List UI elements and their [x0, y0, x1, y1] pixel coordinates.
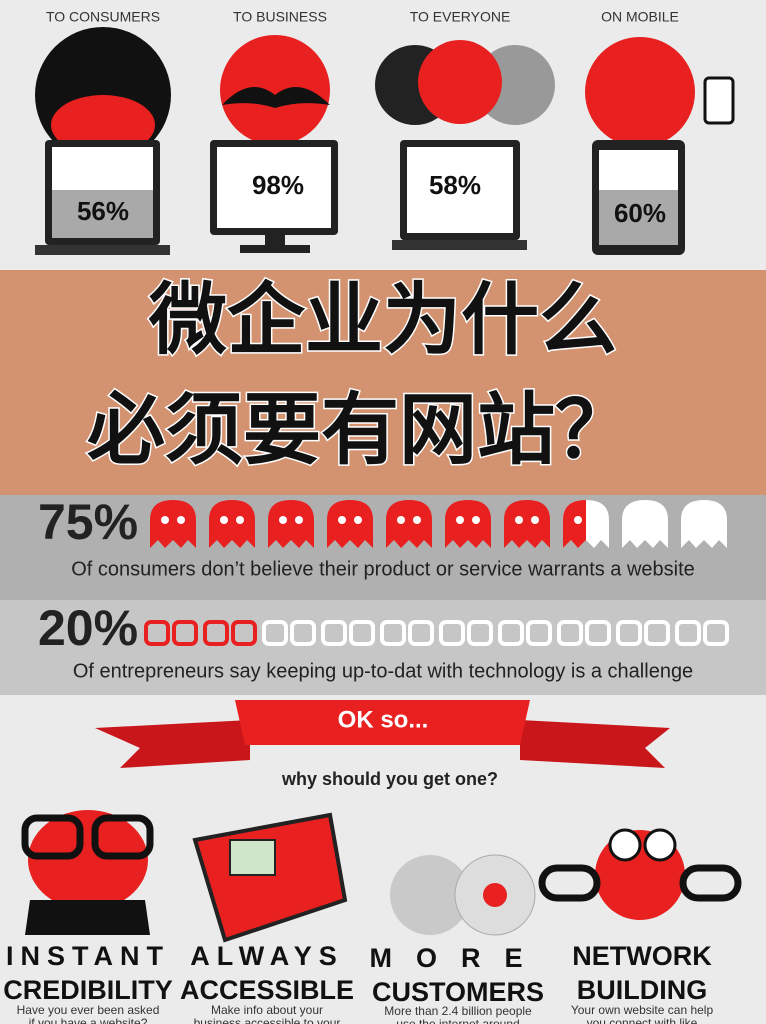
icon: [504, 500, 550, 548]
icon: [236, 516, 244, 524]
icon: [413, 516, 421, 524]
stat-value: 20%: [38, 600, 138, 656]
reason-title: ACCESSIBLE: [180, 975, 354, 1005]
reason-text: you connect with like: [587, 1016, 698, 1024]
icon: [703, 620, 729, 646]
icon: [321, 620, 347, 646]
icon: [467, 620, 493, 646]
stat-text: Of consumers don’t believe their product…: [71, 558, 695, 580]
icon: [498, 620, 524, 646]
stat-value: 75%: [38, 494, 138, 550]
icon: [295, 516, 303, 524]
reason-text: Make info about your: [211, 1003, 323, 1017]
banner-title: 微企业为什么: [148, 275, 617, 365]
icon: [279, 516, 287, 524]
reason-title: INSTANT: [6, 941, 170, 971]
icon: [268, 500, 314, 548]
percent: 58%: [429, 170, 481, 200]
icon: [445, 500, 491, 548]
label: TO BUSINESS: [233, 9, 327, 25]
icon: [526, 620, 552, 646]
icon: [380, 620, 406, 646]
ribbon: OK so...: [338, 706, 429, 733]
icon: [177, 516, 185, 524]
icon: [338, 516, 346, 524]
label: ON MOBILE: [601, 9, 679, 25]
percent: 60%: [614, 198, 666, 228]
icon: [161, 516, 169, 524]
icon: [262, 620, 288, 646]
reason-title: CUSTOMERS: [372, 977, 544, 1007]
label: TO CONSUMERS: [46, 9, 160, 25]
stats-bg: [0, 600, 766, 695]
label: TO EVERYONE: [410, 9, 511, 25]
icon: [354, 516, 362, 524]
icon: [681, 500, 727, 548]
icon: [150, 500, 196, 548]
icon: [172, 620, 198, 646]
icon: [203, 620, 229, 646]
percent: 56%: [77, 196, 129, 226]
icon: [439, 620, 465, 646]
banner: [0, 270, 766, 495]
reason-title: BUILDING: [577, 975, 708, 1005]
icon: [531, 516, 539, 524]
reason-text: Have you ever been asked: [17, 1003, 160, 1017]
reason-title: MORE: [370, 943, 547, 973]
icon: [349, 620, 375, 646]
icon: [290, 620, 316, 646]
banner-title: 必须要有网站？: [87, 385, 633, 475]
icon: [231, 620, 257, 646]
icon: [472, 516, 480, 524]
icon: [585, 620, 611, 646]
ribbon-shape: [95, 700, 670, 768]
reason-text: More than 2.4 billion people: [384, 1004, 532, 1018]
percent: 98%: [252, 170, 304, 200]
reason-text: business accessible to your: [194, 1016, 341, 1024]
icon: [397, 516, 405, 524]
icon: [622, 500, 668, 548]
icon: [456, 516, 464, 524]
icon: [144, 620, 170, 646]
icon: [515, 516, 523, 524]
reason-icons: [21, 810, 742, 943]
icon: [209, 500, 255, 548]
icon: [327, 500, 373, 548]
icon: [408, 620, 434, 646]
figures: [35, 27, 735, 255]
icon: [557, 620, 583, 646]
reason-title: CREDIBILITY: [3, 975, 173, 1005]
icon: [574, 516, 582, 524]
icon: [590, 516, 598, 524]
icons: [144, 500, 729, 646]
reason-text: Your own website can help: [571, 1003, 714, 1017]
icon: [644, 620, 670, 646]
icon: [220, 516, 228, 524]
stat-text: Of entrepreneurs say keeping up-to-dat w…: [73, 660, 693, 682]
icon: [386, 500, 432, 548]
reason-text: use the internet around: [396, 1017, 519, 1024]
icon: [675, 620, 701, 646]
reason-text: if you have a website?: [29, 1016, 148, 1024]
question: why should you get one?: [281, 769, 498, 789]
icon: [616, 620, 642, 646]
reason-title: NETWORK: [572, 941, 712, 971]
reason-title: ALWAYS: [190, 941, 344, 971]
